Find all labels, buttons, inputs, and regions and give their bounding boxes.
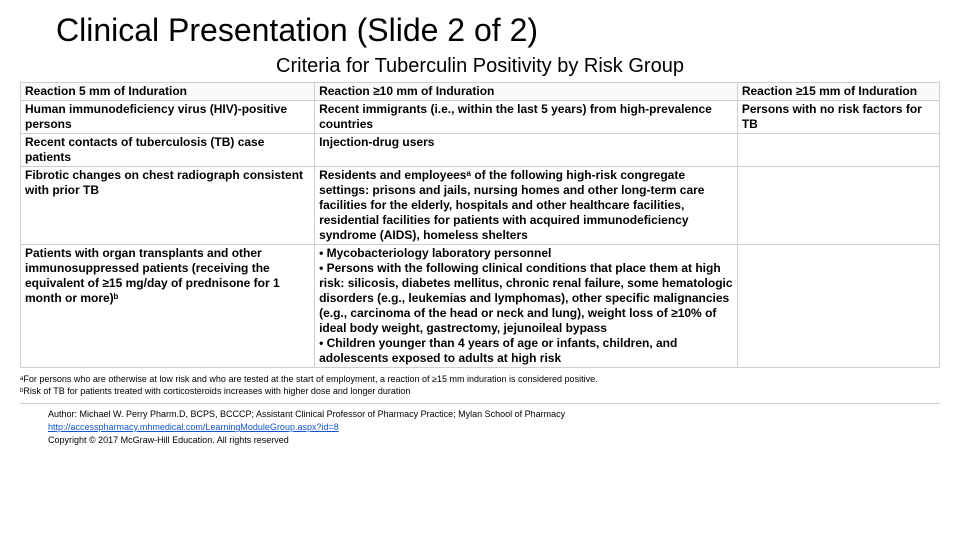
slide-container: Clinical Presentation (Slide 2 of 2) Cri… bbox=[0, 0, 960, 540]
cell: Human immunodeficiency virus (HIV)-posit… bbox=[21, 101, 315, 134]
table-row: Fibrotic changes on chest radiograph con… bbox=[21, 167, 940, 245]
divider bbox=[20, 403, 940, 404]
slide-title: Clinical Presentation (Slide 2 of 2) bbox=[56, 12, 940, 49]
cell: • Mycobacteriology laboratory personnel•… bbox=[315, 245, 738, 368]
col-header-5mm: Reaction 5 mm of Induration bbox=[21, 83, 315, 101]
source-link[interactable]: http://accesspharmacy.mhmedical.com/Lear… bbox=[48, 422, 339, 432]
attribution-block: Author: Michael W. Perry Pharm.D, BCPS, … bbox=[20, 408, 940, 446]
table-header-row: Reaction 5 mm of Induration Reaction ≥10… bbox=[21, 83, 940, 101]
cell: Recent immigrants (i.e., within the last… bbox=[315, 101, 738, 134]
author-line: Author: Michael W. Perry Pharm.D, BCPS, … bbox=[48, 408, 940, 421]
table-row: Patients with organ transplants and othe… bbox=[21, 245, 940, 368]
cell: Recent contacts of tuberculosis (TB) cas… bbox=[21, 134, 315, 167]
cell bbox=[737, 245, 939, 368]
col-header-10mm: Reaction ≥10 mm of Induration bbox=[315, 83, 738, 101]
slide-subtitle: Criteria for Tuberculin Positivity by Ri… bbox=[20, 55, 940, 78]
cell: Persons with no risk factors for TB bbox=[737, 101, 939, 134]
link-line: http://accesspharmacy.mhmedical.com/Lear… bbox=[48, 421, 940, 434]
cell: Patients with organ transplants and othe… bbox=[21, 245, 315, 368]
table-row: Human immunodeficiency virus (HIV)-posit… bbox=[21, 101, 940, 134]
cell: Injection-drug users bbox=[315, 134, 738, 167]
footnote-b: ᵇRisk of TB for patients treated with co… bbox=[20, 386, 940, 398]
table-row: Recent contacts of tuberculosis (TB) cas… bbox=[21, 134, 940, 167]
cell: Residents and employeesᵃ of the followin… bbox=[315, 167, 738, 245]
copyright-line: Copyright © 2017 McGraw-Hill Education. … bbox=[48, 434, 940, 447]
footnotes: ᵃFor persons who are otherwise at low ri… bbox=[20, 374, 940, 397]
cell bbox=[737, 134, 939, 167]
col-header-15mm: Reaction ≥15 mm of Induration bbox=[737, 83, 939, 101]
cell: Fibrotic changes on chest radiograph con… bbox=[21, 167, 315, 245]
cell bbox=[737, 167, 939, 245]
criteria-table: Reaction 5 mm of Induration Reaction ≥10… bbox=[20, 82, 940, 368]
footnote-a: ᵃFor persons who are otherwise at low ri… bbox=[20, 374, 940, 386]
